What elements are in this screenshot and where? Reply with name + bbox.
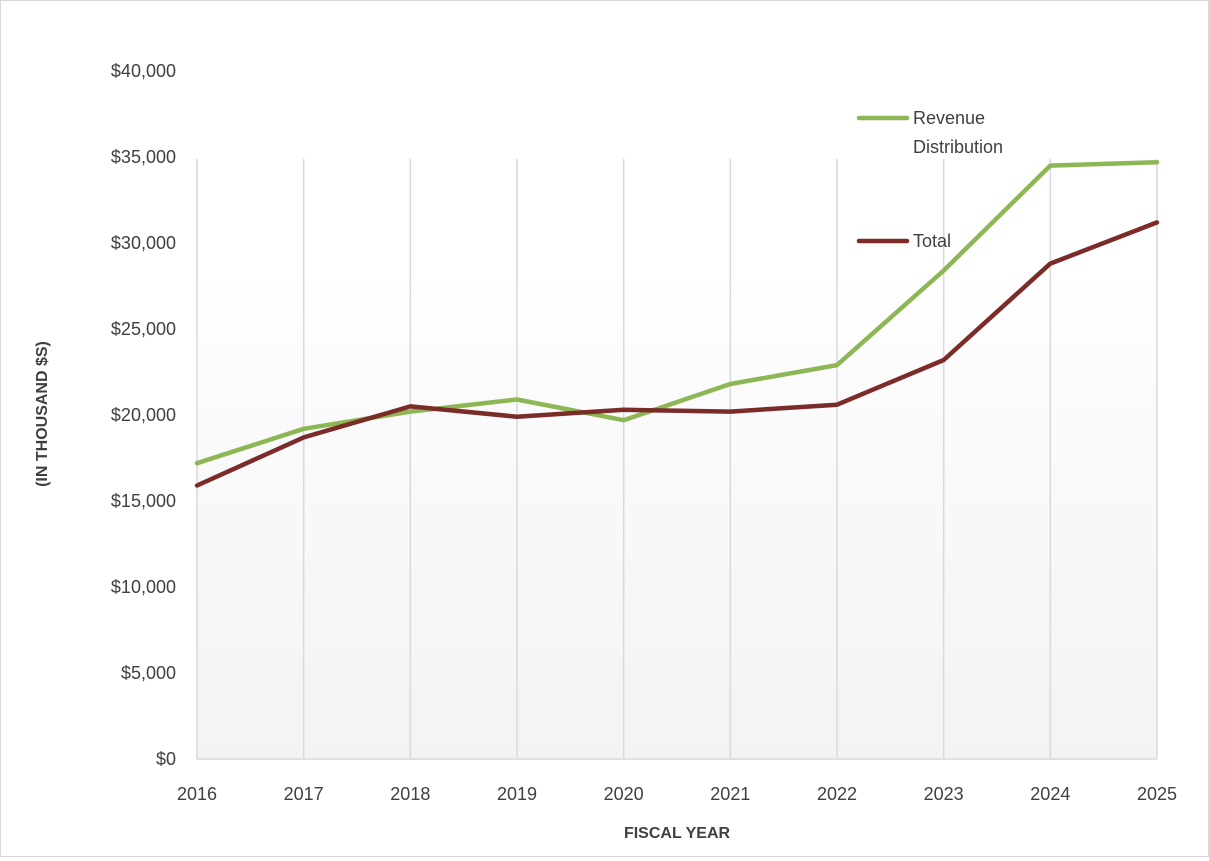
- series-group: [194, 159, 1160, 488]
- series-line-total: [194, 220, 1160, 488]
- x-tick-label: 2024: [1030, 784, 1070, 804]
- y-tick-label: $15,000: [111, 491, 176, 511]
- y-tick-label: $10,000: [111, 577, 176, 597]
- y-tick-label: $20,000: [111, 405, 176, 425]
- x-tick-label: 2025: [1137, 784, 1177, 804]
- y-tick-label: $0: [156, 749, 176, 769]
- y-tick-label: $5,000: [121, 663, 176, 683]
- x-tick-label: 2021: [710, 784, 750, 804]
- y-axis: $0 $5,000 $10,000 $15,000 $20,000 $25,000 $30,…: [111, 61, 176, 769]
- plot-area-background: [197, 271, 1157, 759]
- x-axis: 2016 2017 2018 2019 2020 2021 2022 2023 2024 2025: [177, 784, 1177, 804]
- y-axis-title: (IN THOUSAND $S): [34, 341, 51, 487]
- x-tick-label: 2022: [817, 784, 857, 804]
- grid-lines: [196, 159, 1158, 760]
- y-tick-label: $40,000: [111, 61, 176, 81]
- x-tick-label: 2016: [177, 784, 217, 804]
- x-tick-label: 2017: [284, 784, 324, 804]
- x-axis-title: FISCAL YEAR: [624, 825, 731, 842]
- x-tick-label: 2023: [924, 784, 964, 804]
- x-tick-label: 2019: [497, 784, 537, 804]
- legend-label-total: Total: [913, 231, 951, 251]
- y-tick-label: $30,000: [111, 233, 176, 253]
- legend-label-revenue-distribution: Revenue Distribution: [913, 108, 1003, 157]
- legend: Revenue Distribution Total: [856, 108, 1003, 251]
- x-tick-label: 2020: [604, 784, 644, 804]
- y-tick-label: $25,000: [111, 319, 176, 339]
- y-tick-label: $35,000: [111, 147, 176, 167]
- x-tick-label: 2018: [390, 784, 430, 804]
